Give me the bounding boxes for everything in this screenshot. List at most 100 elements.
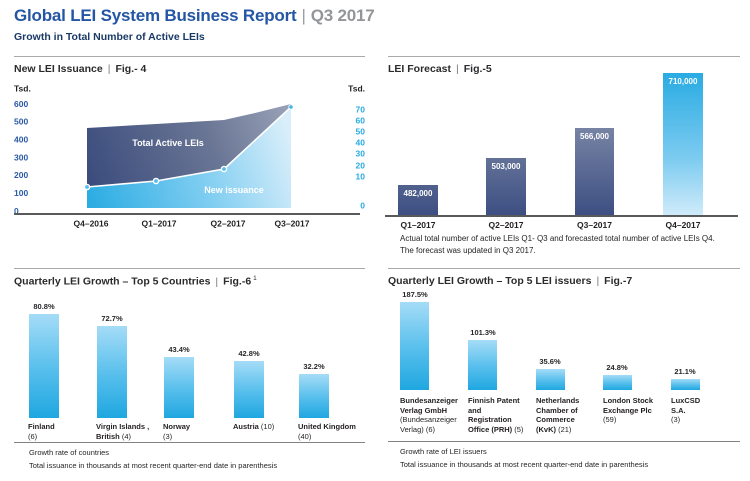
fig6-bar-label: United Kingdom (40) xyxy=(298,422,366,441)
report-title-text: Global LEI System Business Report xyxy=(14,6,297,25)
fig7-fig-number: Fig.-7 xyxy=(604,275,633,287)
fig7-title-text: Quarterly LEI Growth – Top 5 LEI issuers xyxy=(388,275,592,287)
fig5-bar-chart: 482,000 503,000 566,000 710,000 Q1–2017 … xyxy=(385,73,738,230)
fig7-bar-value: 21.1% xyxy=(674,367,696,376)
fig4-title: New LEI Issuance | Fig.- 4 xyxy=(14,63,146,75)
issuer-name: Exchange Plc xyxy=(603,405,652,415)
fig4-left-tick: 500 xyxy=(14,116,28,126)
report-title: Global LEI System Business Report | Q3 201… xyxy=(14,6,375,26)
fig4-right-tick: 70 xyxy=(356,104,365,114)
fig4-line-marker xyxy=(152,177,160,185)
fig5-bar-q3 xyxy=(575,128,614,215)
fig4-line-marker xyxy=(83,183,91,191)
country-name: Virgin Islands , xyxy=(96,422,150,431)
fig7-bar-luxcsd xyxy=(671,379,700,390)
fig6-bar-label: Austria (10) xyxy=(233,422,303,432)
issuer-qty: Verlag) (6) xyxy=(400,424,436,434)
fig7-bar-bundesanzeiger xyxy=(400,302,429,390)
issuer-name: Chamber of xyxy=(536,405,578,415)
fig7-caption-divider xyxy=(388,441,740,442)
issuer-name: Bundesanzeiger xyxy=(400,396,458,405)
fig4-fig-number: Fig.- 4 xyxy=(115,63,147,75)
fig5-bar-q2 xyxy=(486,158,526,215)
fig6-bar-label: Norway (3) xyxy=(163,422,229,441)
country-qty: (6) xyxy=(28,431,38,441)
fig5-title-text: LEI Forecast xyxy=(388,63,452,75)
fig5-bar-q4-forecast xyxy=(663,73,703,215)
fig5-x-label: Q1–2017 xyxy=(401,220,436,230)
fig4-left-tick: 600 xyxy=(14,99,28,109)
fig6-bar-value: 72.7% xyxy=(101,314,123,323)
fig7-bar-label: LuxCSD S.A. (3) xyxy=(671,396,735,425)
country-name: Norway xyxy=(163,422,191,431)
fig4-x-label: Q3–2017 xyxy=(275,219,310,229)
fig6-bar-value: 42.8% xyxy=(238,349,260,358)
fig6-bar-label: Virgin Islands , British (4) xyxy=(96,422,166,441)
report-period: Q3 2017 xyxy=(310,6,375,25)
fig5-caption: Actual total number of active LEIs Q1- Q… xyxy=(400,234,715,256)
fig5-x-label: Q3–2017 xyxy=(577,220,612,230)
fig4-title-pipe: | xyxy=(107,63,111,75)
fig5-x-label: Q2–2017 xyxy=(489,220,524,230)
fig6-caption-1: Growth rate of countries xyxy=(29,448,110,457)
fig5-title: LEI Forecast | Fig.-5 xyxy=(388,63,492,75)
fig7-bar-prh xyxy=(468,340,497,390)
fig4-left-tick: 200 xyxy=(14,170,28,180)
fig7-bar-label: Bundesanzeiger Verlag GmbH (Bundesanzeig… xyxy=(400,396,464,434)
fig4-line-marker xyxy=(220,165,228,173)
fig7-title: Quarterly LEI Growth – Top 5 LEI issuers… xyxy=(388,275,632,287)
fig7-title-pipe: | xyxy=(596,275,600,287)
panel-fig5: LEI Forecast | Fig.-5 xyxy=(388,56,740,265)
issuer-qty: (3) xyxy=(671,415,681,424)
fig6-footnote-mark: 1 xyxy=(253,275,257,282)
fig6-bar-virgin-islands xyxy=(97,326,127,418)
fig4-line-end-marker xyxy=(288,104,294,110)
fig7-bar-kvk xyxy=(536,369,565,390)
issuer-name: LuxCSD xyxy=(671,396,701,405)
fig5-bar-value: 482,000 xyxy=(404,189,433,198)
fig4-right-tick: 10 xyxy=(356,171,365,181)
country-qty: (3) xyxy=(163,431,173,441)
fig6-title: Quarterly LEI Growth – Top 5 Countries | F… xyxy=(14,275,257,288)
fig4-left-tick: 300 xyxy=(14,152,28,162)
issuer-qty: (59) xyxy=(603,415,617,424)
fig7-caption-2: Total issuance in thousands at most rece… xyxy=(400,460,649,469)
panel-fig6: Quarterly LEI Growth – Top 5 Countries | F… xyxy=(14,268,365,476)
fig6-bar-value: 32.2% xyxy=(303,362,325,371)
fig5-bar-value: 566,000 xyxy=(580,132,609,141)
issuer-name: Registration xyxy=(468,415,512,424)
fig4-title-text: New LEI Issuance xyxy=(14,63,103,75)
fig7-bar-label: Finnish Patent and Registration Office (… xyxy=(468,396,532,434)
fig5-bar-value: 710,000 xyxy=(669,77,698,86)
issuer-qty: (5) xyxy=(512,424,524,434)
country-name: British xyxy=(96,431,120,441)
fig4-area-label: Total Active LEIs xyxy=(132,138,204,148)
issuer-name: Verlag GmbH xyxy=(400,405,448,415)
fig7-bar-label: Netherlands Chamber of Commerce (KvK) (2… xyxy=(536,396,600,434)
fig6-title-text: Quarterly LEI Growth – Top 5 Countries xyxy=(14,275,211,288)
fig4-total-active-area xyxy=(87,104,291,187)
fig6-caption-2: Total issuance in thousands at most rece… xyxy=(29,461,278,470)
fig4-new-issuance-line xyxy=(86,106,292,188)
country-name: United Kingdom xyxy=(298,422,356,431)
fig4-left-tick: 0 xyxy=(14,206,19,216)
issuer-name: Office (PRH) xyxy=(468,424,513,434)
fig7-bar-lse xyxy=(603,375,632,390)
country-name: Finland xyxy=(28,422,55,431)
fig7-bar-label: London Stock Exchange Plc (59) xyxy=(603,396,667,425)
issuer-qty: (Bundesanzeiger xyxy=(400,415,457,424)
panel-fig7: Quarterly LEI Growth – Top 5 LEI issuers… xyxy=(388,268,740,476)
fig6-bar-label: Finland (6) xyxy=(28,422,94,441)
fig5-x-label: Q4–2017 xyxy=(666,220,701,230)
fig4-line-label: New issuance xyxy=(204,185,264,195)
fig5-title-pipe: | xyxy=(456,63,459,75)
fig4-right-tick: 30 xyxy=(356,148,365,158)
fig5-fig-number: Fig.-5 xyxy=(463,63,492,75)
issuer-name: (KvK) xyxy=(536,424,556,434)
fig4-right-tick: 20 xyxy=(356,160,365,170)
fig7-bar-value: 101.3% xyxy=(470,328,496,337)
fig6-title-pipe: | xyxy=(215,275,219,288)
issuer-name: London Stock xyxy=(603,396,653,405)
fig4-right-axis-unit: Tsd. xyxy=(348,83,365,93)
issuer-name: S.A. xyxy=(671,405,686,415)
